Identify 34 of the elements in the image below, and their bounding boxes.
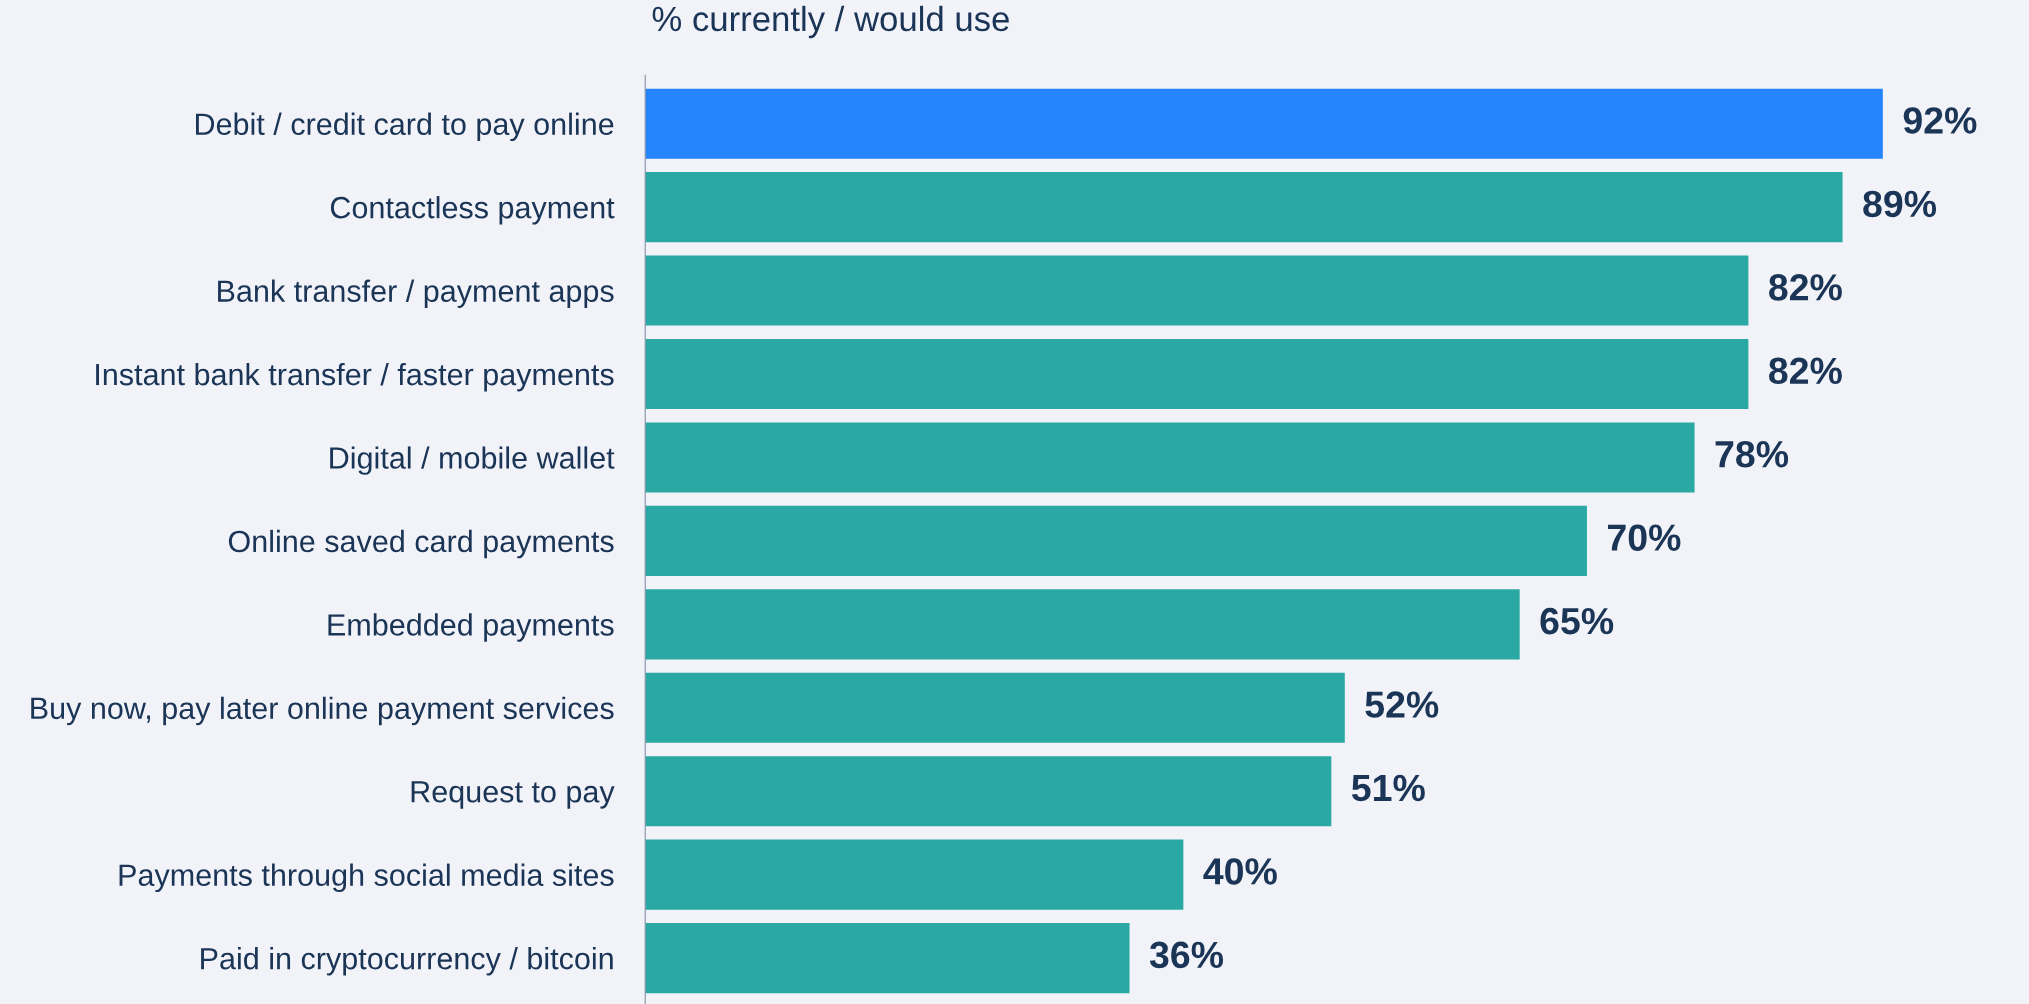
y-tick-label: Online saved card payments (228, 529, 614, 559)
y-tick-label: Debit / credit card to pay online (195, 112, 614, 142)
bar (645, 422, 1695, 493)
data-label: 70% (1608, 524, 1681, 551)
bar (645, 255, 1749, 326)
data-label: 65% (1540, 607, 1614, 635)
bar (645, 88, 1883, 159)
y-tick-label: Payments through social media sites (119, 863, 614, 893)
chart-title: % currently / would use (652, 5, 1009, 39)
bar (645, 839, 1184, 910)
y-tick-label: Instant bank transfer / faster payments (96, 362, 614, 392)
bar (645, 172, 1843, 243)
y-tick-label: Buy now, pay later online payment services (31, 696, 614, 726)
bar (645, 756, 1332, 827)
data-label: 82% (1769, 357, 1842, 385)
data-label: 89% (1863, 190, 1937, 218)
bar (645, 672, 1345, 743)
y-tick-label: Contactless payment (330, 196, 615, 225)
y-tick-label: Digital / mobile wallet (330, 446, 615, 475)
data-label: 52% (1365, 691, 1439, 718)
bar (645, 505, 1587, 576)
y-tick-label: Bank transfer / payment apps (218, 279, 614, 308)
bar (645, 589, 1520, 660)
data-label: 40% (1203, 858, 1277, 885)
bar (645, 923, 1130, 994)
bar (645, 338, 1749, 410)
data-label: 78% (1715, 440, 1789, 468)
data-label: 51% (1351, 774, 1425, 802)
data-label: 36% (1149, 941, 1224, 969)
y-tick-label: Paid in cryptocurrency / bitcoin (201, 947, 613, 976)
y-tick-label: Embedded payments (328, 613, 614, 642)
y-tick-label: Request to pay (411, 781, 615, 809)
data-label: 92% (1903, 107, 1977, 134)
data-label: 82% (1769, 274, 1842, 301)
